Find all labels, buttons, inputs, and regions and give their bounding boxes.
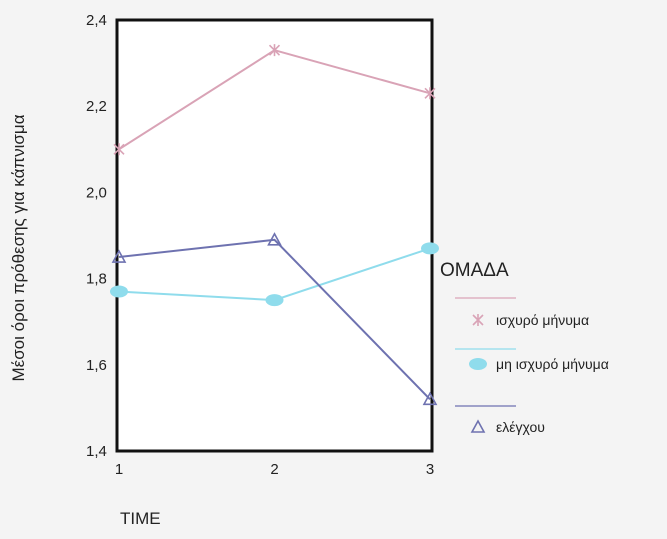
series-1: [113, 44, 436, 156]
legend-items: ισχυρό μήνυμα μη ισχυρό μήνυμα ελέγχου: [455, 297, 609, 435]
data-point: [268, 44, 281, 57]
data-point: [265, 294, 284, 307]
x-tick-label: 3: [426, 461, 434, 478]
legend-marker: [472, 314, 484, 326]
x-tick-labels: 1 2 3: [115, 461, 434, 478]
legend: ΟΜΑΔΑ ισχυρό μήνυμα μη ισχυρό μήνυμα ελέγχ…: [440, 260, 609, 435]
x-tick-label: 1: [115, 461, 123, 478]
legend-marker: [470, 419, 486, 433]
y-tick-labels: 1,4 1,6 1,8 2,0 2,2 2,4: [86, 12, 107, 460]
y-axis-title: Μέσοι όροι πρόθεσης για κάπνισμα: [9, 114, 28, 381]
x-tick-label: 2: [270, 461, 278, 478]
data-point: [421, 242, 439, 255]
series-2: [110, 242, 439, 307]
data-point: [422, 391, 438, 406]
legend-label: ισχυρό μήνυμα: [496, 312, 589, 328]
y-tick-label: 2,0: [86, 184, 107, 201]
data-point: [110, 285, 128, 298]
legend-label: μη ισχυρό μήνυμα: [496, 356, 609, 372]
legend-label: ελέγχου: [496, 419, 545, 435]
y-tick-label: 1,8: [86, 271, 107, 288]
series-layer: [110, 44, 439, 406]
legend-marker: [469, 358, 487, 370]
plot-frame: [115, 18, 434, 453]
legend-item: ισχυρό μήνυμα: [455, 297, 589, 328]
series-line: [118, 238, 431, 400]
y-tick-label: 1,6: [86, 357, 107, 374]
data-point: [424, 87, 436, 100]
series-3: [111, 232, 438, 406]
data-point: [267, 232, 282, 246]
y-tick-label: 2,4: [86, 12, 107, 29]
y-tick-label: 1,4: [86, 443, 107, 460]
data-point: [113, 143, 125, 156]
y-tick-label: 2,2: [86, 98, 107, 115]
data-point: [111, 249, 127, 263]
legend-item: ελέγχου: [455, 405, 545, 435]
x-axis-title: TIME: [120, 509, 161, 528]
legend-title: ΟΜΑΔΑ: [440, 260, 509, 281]
legend-item: μη ισχυρό μήνυμα: [455, 348, 609, 372]
